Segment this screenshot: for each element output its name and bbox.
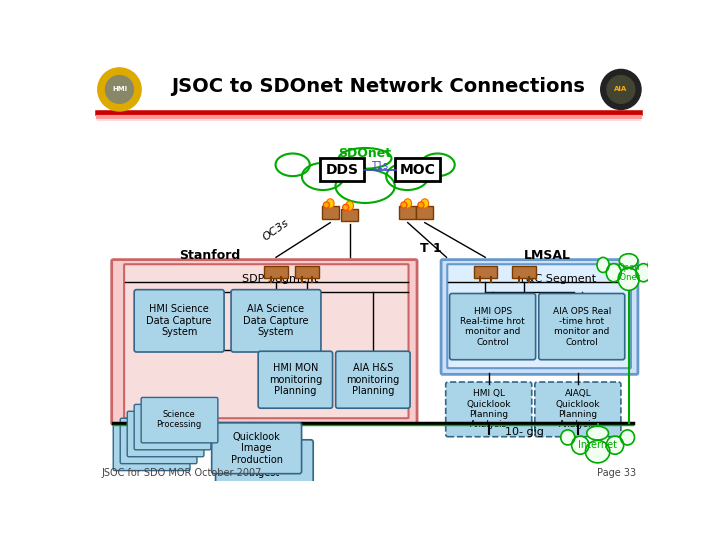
FancyBboxPatch shape (320, 158, 364, 181)
Ellipse shape (561, 430, 575, 445)
Ellipse shape (619, 254, 638, 267)
Ellipse shape (326, 199, 334, 208)
FancyBboxPatch shape (124, 264, 408, 418)
FancyBboxPatch shape (134, 404, 211, 450)
Text: HMI: HMI (112, 86, 127, 92)
Circle shape (600, 70, 641, 110)
Circle shape (106, 76, 133, 103)
Text: DDS: DDS (325, 163, 359, 177)
Text: Science: Science (149, 429, 181, 438)
Text: Science: Science (135, 443, 168, 452)
FancyBboxPatch shape (447, 264, 631, 368)
Text: HMI OPS
Real-time hrot
monitor and
Control: HMI OPS Real-time hrot monitor and Contr… (460, 307, 525, 347)
Text: Quicklook
Image
Production: Quicklook Image Production (230, 431, 283, 465)
Text: HMI QL
Quicklook
Planning
Analysis: HMI QL Quicklook Planning Analysis (467, 389, 511, 429)
FancyBboxPatch shape (127, 411, 204, 457)
FancyBboxPatch shape (416, 206, 433, 219)
FancyBboxPatch shape (231, 289, 321, 352)
FancyBboxPatch shape (113, 425, 190, 470)
Ellipse shape (606, 264, 621, 282)
Text: AIAQL
Quicklook
Planning
Analysis: AIAQL Quicklook Planning Analysis (556, 389, 600, 429)
Ellipse shape (404, 199, 412, 208)
Ellipse shape (386, 163, 428, 190)
Ellipse shape (336, 170, 395, 203)
Circle shape (607, 76, 635, 103)
Text: FDS Products
HK L-0 Files
Ingest: FDS Products HK L-0 Files Ingest (232, 445, 297, 478)
Text: Science
Processing: Science Processing (156, 410, 202, 429)
Text: Internet: Internet (578, 440, 617, 450)
Text: 10- gig: 10- gig (505, 428, 544, 437)
Text: T1s: T1s (372, 161, 388, 171)
Text: HMI Science
Data Capture
System: HMI Science Data Capture System (146, 304, 212, 338)
FancyBboxPatch shape (141, 397, 218, 443)
FancyBboxPatch shape (336, 351, 410, 408)
FancyBboxPatch shape (215, 440, 313, 483)
FancyBboxPatch shape (539, 294, 625, 360)
Ellipse shape (597, 258, 609, 273)
Text: Open
IOnet: Open IOnet (617, 263, 640, 282)
Text: JSOC for SDO MOR October 2007: JSOC for SDO MOR October 2007 (102, 468, 262, 478)
Text: SDOnet: SDOnet (338, 147, 392, 160)
FancyBboxPatch shape (535, 382, 621, 437)
Ellipse shape (346, 201, 354, 211)
Ellipse shape (276, 153, 310, 176)
Text: Science: Science (142, 436, 174, 445)
Ellipse shape (323, 202, 330, 208)
Ellipse shape (585, 441, 610, 463)
Text: JSOC to SDOnet Network Connections: JSOC to SDOnet Network Connections (171, 77, 585, 96)
Ellipse shape (420, 153, 455, 176)
Circle shape (98, 68, 141, 111)
FancyBboxPatch shape (322, 206, 339, 219)
Text: OC3s: OC3s (261, 218, 291, 243)
Text: Stanford: Stanford (179, 249, 240, 262)
Ellipse shape (621, 430, 634, 445)
FancyBboxPatch shape (446, 382, 532, 437)
Text: HMI MON
monitoring
Planning: HMI MON monitoring Planning (269, 363, 322, 396)
FancyBboxPatch shape (264, 266, 287, 278)
Text: Page 33: Page 33 (598, 468, 636, 478)
Ellipse shape (421, 199, 428, 208)
Ellipse shape (302, 163, 344, 190)
Ellipse shape (618, 268, 639, 291)
Text: AIA H&S
monitoring
Planning: AIA H&S monitoring Planning (346, 363, 400, 396)
Text: MOC: MOC (400, 163, 436, 177)
FancyBboxPatch shape (395, 158, 439, 181)
FancyBboxPatch shape (120, 418, 197, 464)
FancyBboxPatch shape (212, 423, 302, 474)
Ellipse shape (587, 426, 608, 440)
Text: LMSAL: LMSAL (523, 249, 571, 262)
FancyBboxPatch shape (399, 206, 416, 219)
FancyBboxPatch shape (474, 266, 497, 278)
Text: AIA Science
Data Capture
System: AIA Science Data Capture System (243, 304, 309, 338)
Text: Science: Science (156, 422, 189, 431)
Ellipse shape (418, 202, 424, 208)
FancyBboxPatch shape (295, 266, 319, 278)
FancyBboxPatch shape (134, 289, 224, 352)
Text: T&C Segment: T&C Segment (519, 274, 596, 284)
FancyBboxPatch shape (112, 260, 417, 424)
Ellipse shape (648, 258, 660, 273)
FancyBboxPatch shape (449, 294, 536, 360)
Text: SDP Segment: SDP Segment (243, 274, 318, 284)
Ellipse shape (636, 264, 651, 282)
FancyBboxPatch shape (441, 260, 638, 374)
Text: AIA: AIA (614, 86, 628, 92)
Text: T 1: T 1 (420, 241, 442, 254)
Ellipse shape (339, 148, 392, 168)
Ellipse shape (401, 202, 407, 208)
FancyBboxPatch shape (513, 266, 536, 278)
Ellipse shape (606, 436, 624, 454)
Ellipse shape (343, 204, 349, 210)
Text: AIA OPS Real
-time hrot
monitor and
Control: AIA OPS Real -time hrot monitor and Cont… (552, 307, 611, 347)
FancyBboxPatch shape (258, 351, 333, 408)
FancyBboxPatch shape (341, 209, 358, 221)
Ellipse shape (572, 436, 589, 454)
